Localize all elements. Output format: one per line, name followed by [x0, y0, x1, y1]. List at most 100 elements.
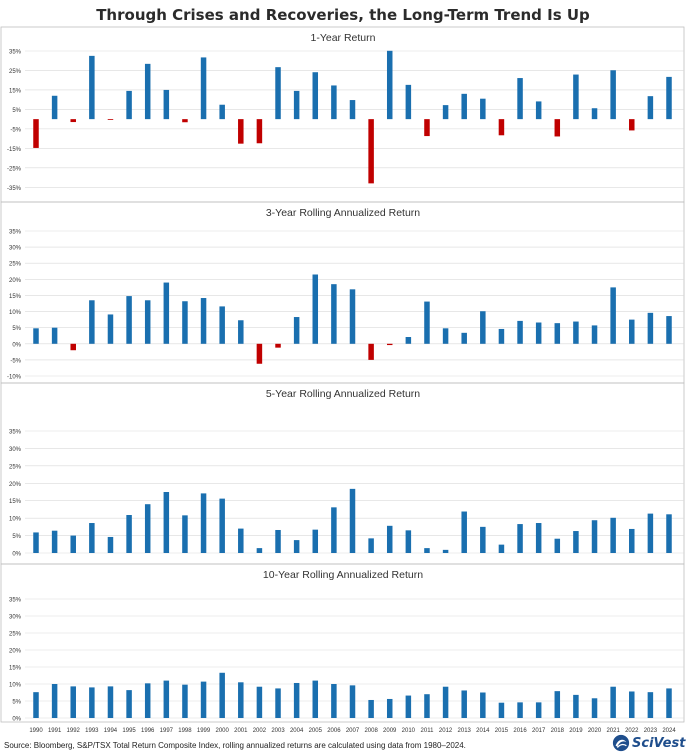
bar-1995 — [126, 90, 132, 120]
x-tick-label: 2022 — [625, 728, 639, 734]
panel-title: 3-Year Rolling Annualized Return — [266, 207, 420, 219]
bar-2000 — [219, 498, 225, 553]
bar-1999 — [200, 681, 207, 718]
panel-border — [0, 563, 685, 723]
bar-2008 — [368, 538, 374, 553]
x-tick-label: 2003 — [271, 728, 285, 734]
bar-2002 — [256, 119, 263, 144]
bar-2018 — [554, 119, 561, 137]
bar-2010 — [405, 530, 412, 553]
bar-2020 — [591, 698, 598, 718]
bar-1990 — [33, 692, 39, 718]
bar-2002 — [256, 686, 263, 718]
bar-1996 — [144, 683, 151, 718]
x-tick-label: 1999 — [197, 728, 211, 734]
bar-1996 — [144, 63, 151, 120]
x-tick-label: 2005 — [309, 728, 323, 734]
bar-2021 — [610, 517, 616, 553]
bar-1991 — [51, 530, 58, 553]
bar-1991 — [51, 684, 58, 718]
bar-1998 — [182, 515, 188, 553]
scivest-logo: SciVest — [612, 733, 685, 753]
y-tick-label: 25% — [9, 464, 22, 470]
bar-2013 — [461, 511, 467, 553]
panel-border — [0, 382, 685, 565]
bar-2005 — [312, 680, 319, 718]
bar-1996 — [144, 300, 151, 344]
y-tick-label: 5% — [12, 326, 21, 332]
bar-1996 — [144, 504, 151, 553]
bar-1994 — [107, 119, 114, 120]
bar-2023 — [647, 312, 654, 344]
bar-1993 — [89, 55, 95, 120]
bar-2018 — [554, 538, 561, 553]
bar-2006 — [331, 507, 337, 553]
bar-2008 — [368, 343, 374, 360]
bar-2016 — [517, 524, 523, 553]
bar-1990 — [33, 532, 39, 553]
chart-panel-1: 1-Year Return -35% -25% -15% -5% 5% 15% 25% 35% — [0, 26, 685, 203]
bar-2007 — [349, 488, 356, 553]
x-tick-label: 1994 — [104, 728, 118, 734]
bar-1991 — [51, 95, 58, 120]
bar-1991 — [51, 327, 58, 344]
bar-2009 — [386, 50, 393, 120]
x-tick-label: 2017 — [532, 728, 546, 734]
chart-panel-2: 3-Year Rolling Annualized Return -10% -5% 0… — [0, 201, 685, 384]
logo-text: SciVest — [632, 735, 686, 751]
y-tick-label: 0% — [12, 717, 21, 723]
bar-1993 — [89, 687, 95, 718]
bar-2004 — [293, 90, 300, 120]
bar-2010 — [405, 84, 412, 120]
bar-2011 — [424, 301, 430, 344]
bar-2001 — [238, 528, 244, 553]
y-tick-label: 10% — [9, 683, 22, 689]
bar-2002 — [256, 343, 263, 364]
x-tick-label: 1996 — [141, 728, 155, 734]
bar-1993 — [89, 300, 95, 344]
bar-1994 — [107, 686, 114, 718]
bar-1992 — [70, 343, 76, 351]
bar-1993 — [89, 523, 95, 553]
y-tick-label: 15% — [9, 294, 22, 300]
bar-2000 — [219, 104, 225, 120]
bar-2012 — [442, 105, 449, 120]
y-tick-label: 20% — [9, 278, 22, 284]
y-tick-label: 10% — [9, 310, 22, 316]
bar-2005 — [312, 274, 319, 344]
y-tick-label: 25% — [9, 632, 22, 638]
bar-2008 — [368, 119, 374, 184]
x-tick-label: 2020 — [588, 728, 602, 734]
bar-2019 — [573, 321, 579, 344]
bar-2005 — [312, 529, 319, 553]
bar-2015 — [498, 328, 505, 344]
bar-2010 — [405, 695, 412, 718]
y-tick-label: 30% — [9, 615, 22, 621]
y-tick-label: 15% — [9, 499, 22, 505]
bar-2017 — [535, 702, 542, 718]
x-tick-label: 2001 — [234, 728, 248, 734]
bar-2006 — [331, 684, 337, 718]
bar-2002 — [256, 548, 263, 553]
bar-2004 — [293, 682, 300, 718]
x-tick-label: 1995 — [122, 728, 136, 734]
panel-title: 5-Year Rolling Annualized Return — [266, 388, 420, 400]
bar-1997 — [163, 89, 170, 120]
bar-2010 — [405, 337, 412, 344]
bar-2004 — [293, 540, 300, 553]
charts-svg: 1-Year Return-35%-25%-15%-5%5%15%25%35%3… — [0, 26, 685, 734]
x-tick-label: 2000 — [215, 728, 229, 734]
x-tick-label: 2019 — [569, 728, 583, 734]
x-tick-label: 2016 — [513, 728, 527, 734]
y-tick-label: 25% — [9, 262, 22, 268]
bar-2003 — [275, 688, 281, 718]
bar-2022 — [629, 691, 635, 718]
bar-2022 — [629, 528, 635, 553]
x-tick-label: 2018 — [551, 728, 565, 734]
y-tick-label: 5% — [12, 534, 21, 540]
y-tick-label: 20% — [9, 482, 22, 488]
bar-2021 — [610, 287, 616, 344]
chart-panel-3: 5-Year Rolling Annualized Return 0% 5% 10% 1… — [0, 382, 685, 565]
bar-2019 — [573, 694, 579, 718]
page-title: Through Crises and Recoveries, the Long-… — [96, 6, 590, 24]
